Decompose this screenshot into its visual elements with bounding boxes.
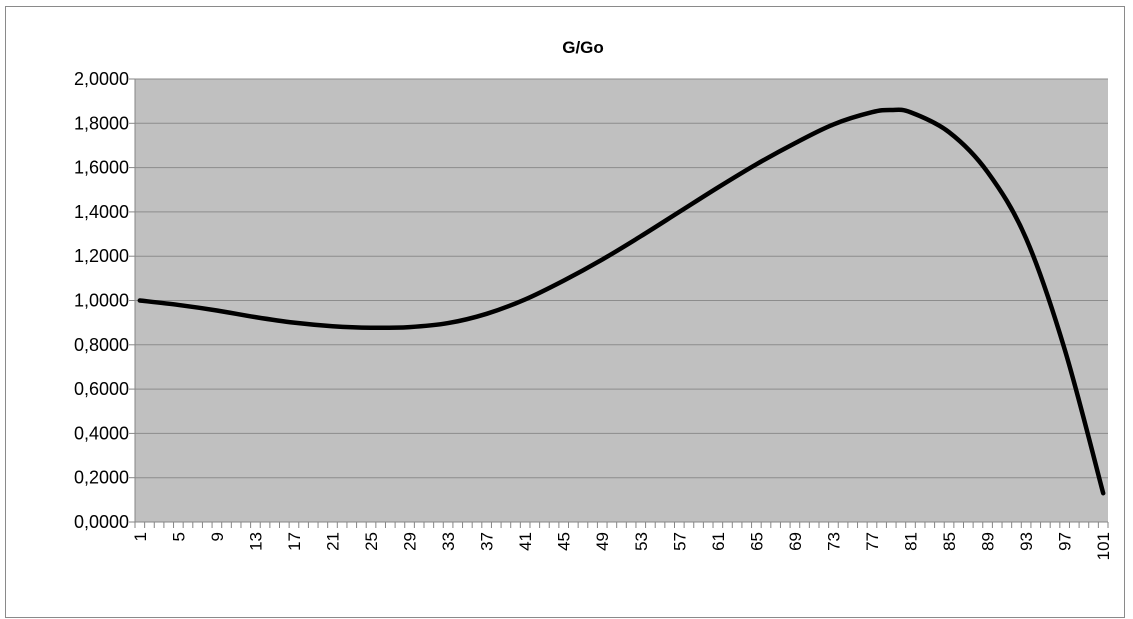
x-tick-label: 9 <box>208 532 227 541</box>
series-line <box>137 107 1106 496</box>
x-tick-label: 49 <box>593 532 612 551</box>
x-tick-label: 21 <box>323 532 342 551</box>
x-tick-label: 97 <box>1056 532 1075 551</box>
y-tick-label: 0,0000 <box>74 512 129 532</box>
x-tick-label: 17 <box>285 532 304 551</box>
y-tick-label: 1,4000 <box>74 202 129 222</box>
y-tick-label: 2,0000 <box>74 69 129 89</box>
x-tick-label: 37 <box>478 532 497 551</box>
y-tick-label: 1,2000 <box>74 246 129 266</box>
x-tick-label: 93 <box>1017 532 1036 551</box>
y-tick-label: 0,8000 <box>74 335 129 355</box>
x-tick-label: 33 <box>439 532 458 551</box>
y-tick-label: 0,6000 <box>74 379 129 399</box>
x-tick-label: 45 <box>555 532 574 551</box>
x-tick-label: 57 <box>670 532 689 551</box>
x-tick-label: 69 <box>786 532 805 551</box>
y-tick-label: 0,4000 <box>74 423 129 443</box>
x-tick-label: 53 <box>632 532 651 551</box>
x-tick-label: 77 <box>863 532 882 551</box>
x-tick-label: 1 <box>131 532 150 541</box>
y-tick-label: 1,6000 <box>74 158 129 178</box>
x-tick-label: 73 <box>824 532 843 551</box>
y-tick-label: 1,0000 <box>74 291 129 311</box>
x-tick-label: 89 <box>979 532 998 551</box>
gridlines <box>135 78 1108 479</box>
x-tick-label: 61 <box>709 532 728 551</box>
x-tick-label: 65 <box>747 532 766 551</box>
x-tick-label: 101 <box>1094 532 1113 560</box>
x-tick-label: 29 <box>401 532 420 551</box>
y-tick-label: 1,8000 <box>74 113 129 133</box>
chart-title: G/Go <box>562 38 604 57</box>
x-tick-label: 85 <box>940 532 959 551</box>
x-tick-label: 25 <box>362 532 381 551</box>
x-tick-label: 13 <box>246 532 265 551</box>
x-tick-label: 81 <box>902 532 921 551</box>
y-axis-ticks: 0,0000 0,2000 0,4000 0,6000 0,8000 1,0000 1,20… <box>74 69 135 532</box>
x-tick-label: 5 <box>169 532 188 541</box>
x-tick-label: 41 <box>516 532 535 551</box>
x-axis-ticks: 1 5 9 13 17 21 25 29 33 37 41 45 49 53 57 61 65 69 73 77 81 8… <box>131 522 1113 560</box>
y-tick-label: 0,2000 <box>74 468 129 488</box>
